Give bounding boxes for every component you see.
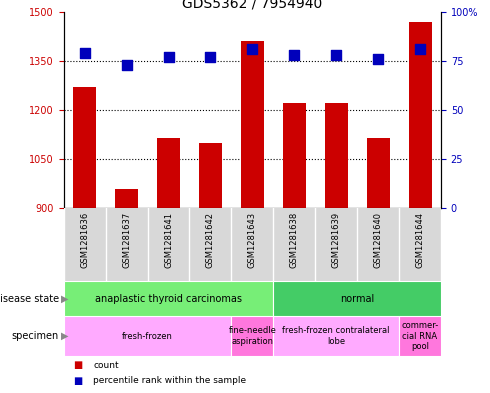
Bar	[273, 316, 399, 356]
Point	[416, 46, 424, 52]
Bar	[64, 316, 231, 356]
Text: GSM1281639: GSM1281639	[332, 212, 341, 268]
Bar	[283, 103, 306, 208]
Bar	[325, 103, 348, 208]
Text: ■: ■	[74, 376, 83, 386]
Text: specimen: specimen	[12, 331, 59, 341]
Bar	[73, 87, 96, 208]
Text: anaplastic thyroid carcinomas: anaplastic thyroid carcinomas	[95, 294, 242, 304]
Bar	[399, 316, 441, 356]
Bar	[115, 189, 138, 208]
Text: ▶: ▶	[61, 294, 69, 304]
Title: GDS5362 / 7954940: GDS5362 / 7954940	[182, 0, 322, 11]
Text: GSM1281637: GSM1281637	[122, 212, 131, 268]
Text: fresh-frozen contralateral
lobe: fresh-frozen contralateral lobe	[282, 326, 390, 346]
Text: GSM1281641: GSM1281641	[164, 212, 173, 268]
Bar	[241, 41, 264, 208]
Text: GSM1281642: GSM1281642	[206, 212, 215, 268]
Text: GSM1281638: GSM1281638	[290, 212, 299, 268]
Point	[374, 56, 382, 62]
Point	[291, 52, 298, 58]
Bar	[157, 138, 180, 208]
Point	[122, 62, 130, 68]
Text: normal: normal	[340, 294, 374, 304]
Text: GSM1281643: GSM1281643	[248, 212, 257, 268]
Text: disease state: disease state	[0, 294, 59, 304]
Point	[332, 52, 340, 58]
Text: ▶: ▶	[61, 331, 69, 341]
Text: fresh-frozen: fresh-frozen	[122, 332, 173, 340]
Text: ■: ■	[74, 360, 83, 370]
Text: GSM1281636: GSM1281636	[80, 212, 89, 268]
Point	[206, 54, 214, 60]
Text: percentile rank within the sample: percentile rank within the sample	[93, 376, 246, 385]
Text: commer-
cial RNA
pool: commer- cial RNA pool	[401, 321, 439, 351]
Text: GSM1281644: GSM1281644	[416, 212, 424, 268]
Point	[81, 50, 89, 56]
Bar	[273, 281, 441, 316]
Bar	[64, 281, 273, 316]
Bar	[231, 316, 273, 356]
Bar	[367, 138, 390, 208]
Point	[248, 46, 256, 52]
Text: count: count	[93, 360, 119, 369]
Bar	[409, 22, 432, 208]
Point	[165, 54, 172, 60]
Text: GSM1281640: GSM1281640	[373, 212, 383, 268]
Text: fine-needle
aspiration: fine-needle aspiration	[228, 326, 276, 346]
Bar	[199, 143, 222, 208]
